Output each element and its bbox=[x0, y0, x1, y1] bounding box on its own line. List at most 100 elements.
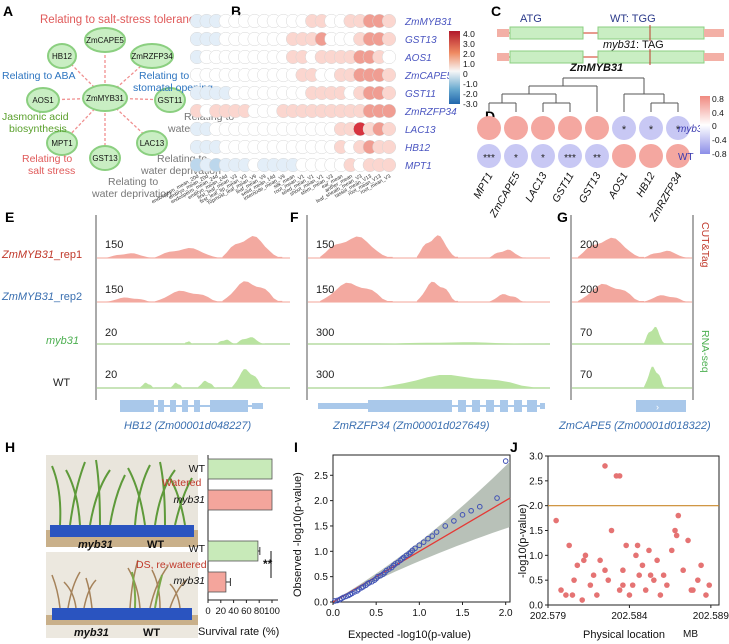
manhattan-point bbox=[660, 572, 667, 578]
node-label-gst11: GST11 bbox=[158, 96, 183, 105]
panel-label-c: C bbox=[491, 3, 501, 19]
manhattan-point bbox=[651, 577, 657, 583]
coverage-peak bbox=[320, 282, 393, 302]
heatmap-b-gene-label: LAC13 bbox=[405, 125, 436, 136]
tissue-labels: endosperm_mean_20dembryo_mean_20dendospe… bbox=[151, 173, 392, 206]
manhattan-point bbox=[680, 567, 686, 574]
manhattan-point bbox=[569, 592, 576, 598]
manhattan-point bbox=[605, 577, 612, 583]
node-label-mpt1: MPT1 bbox=[51, 139, 73, 148]
node-label-zmrzfp34: ZmRZFP34 bbox=[131, 52, 173, 61]
svg-text:-3.0: -3.0 bbox=[463, 99, 478, 109]
sig-mark: ** bbox=[593, 153, 601, 164]
row-label-wt: WT bbox=[678, 152, 694, 163]
survival-bar bbox=[207, 458, 273, 480]
survival-bar bbox=[207, 540, 259, 562]
manhattan-point bbox=[581, 557, 587, 564]
heatmap-b-cell bbox=[381, 157, 397, 173]
panel-label-g: G bbox=[557, 209, 568, 225]
y-tick-label: 1.5 bbox=[314, 521, 328, 532]
manhattan-point bbox=[688, 587, 695, 593]
manhattan-point bbox=[571, 577, 577, 583]
heatmap-b-gene-label: AOS1 bbox=[404, 53, 432, 64]
heatmap-b-gene-label: MPT1 bbox=[405, 161, 432, 172]
heatmap-b-gene-label: HB12 bbox=[405, 143, 430, 154]
svg-text:WT: WT bbox=[189, 463, 206, 475]
manhattan-point bbox=[594, 592, 600, 598]
heatmap-b-cell bbox=[381, 103, 397, 119]
coverage-peak bbox=[320, 236, 393, 258]
manhattan-point bbox=[639, 562, 646, 569]
panel-i: I 0.0 0.5 1.0 1.5 2.0 0.0 0.5 1.0 1.5 2.0 2.5 Obse… bbox=[292, 439, 513, 641]
sig-mark: * bbox=[676, 124, 681, 136]
heatmap-d-cell bbox=[639, 144, 663, 168]
heatmap-d-cell bbox=[477, 144, 501, 168]
gene-models bbox=[120, 400, 686, 412]
manhattan-point bbox=[668, 547, 675, 554]
manhattan-point bbox=[664, 582, 670, 588]
svg-text:myb31: myb31 bbox=[173, 575, 205, 587]
svg-text:4.0: 4.0 bbox=[463, 29, 475, 39]
track-scale: 300 bbox=[316, 369, 334, 381]
coverage-peak bbox=[197, 380, 217, 388]
sig-mark: * bbox=[649, 124, 654, 136]
manhattan-point bbox=[590, 572, 597, 578]
svg-text:myb31: myb31 bbox=[46, 335, 79, 347]
svg-text:0: 0 bbox=[712, 121, 717, 131]
heatmap-b-cell bbox=[381, 13, 397, 29]
manhattan-point bbox=[602, 567, 608, 574]
heatmap-d-cell bbox=[612, 144, 636, 168]
label-salt-tolerance: Relating to salt-stress tolerance bbox=[40, 14, 201, 26]
qq-point bbox=[468, 507, 474, 514]
node-label-gst13: GST13 bbox=[92, 154, 118, 163]
y-tick-label: 1.0 bbox=[314, 547, 328, 558]
y-tick-label: 1.0 bbox=[529, 551, 543, 562]
svg-text:-0.4: -0.4 bbox=[712, 135, 727, 145]
qq-point bbox=[334, 597, 341, 604]
y-tick-label: 0.0 bbox=[314, 598, 328, 609]
manhattan-point bbox=[574, 562, 581, 569]
qq-point bbox=[416, 542, 423, 549]
panel-a: A Relating to salt-stress tolerance ZmMY… bbox=[2, 3, 248, 200]
coverage-peak bbox=[216, 339, 236, 344]
heatmap-d-cell bbox=[612, 116, 636, 140]
heatmap-d-gene-label: GST11 bbox=[550, 171, 577, 205]
qq-point bbox=[494, 495, 500, 501]
heatmap-b: ZmMYB31 GST13 AOS1 ZmCAPE5 GST11 ZmRZFP34 LAC1… bbox=[189, 13, 457, 173]
qq-point bbox=[331, 598, 338, 604]
x-tick-label: 1.5 bbox=[456, 608, 470, 619]
confidence-band bbox=[333, 461, 510, 602]
heatmap-b-cell bbox=[381, 121, 397, 137]
y-tick-label: 2.0 bbox=[529, 501, 543, 512]
panel-c: C ATG WT: TGG myb31: TAG ZmMYB31 bbox=[491, 3, 724, 74]
wt-codon: WT: TGG bbox=[610, 13, 656, 25]
qq-point bbox=[343, 593, 349, 600]
svg-text:myb31: myb31 bbox=[173, 494, 205, 506]
heatmap-d-gene-label: LAC13 bbox=[523, 170, 550, 204]
manhattan-point bbox=[695, 577, 701, 583]
node-label-zmcape5: ZmCAPE5 bbox=[86, 36, 124, 45]
svg-text:ZmMYB31_rep2: ZmMYB31_rep2 bbox=[1, 291, 82, 303]
x-tick-label: 100 bbox=[264, 606, 280, 617]
manhattan-point bbox=[636, 572, 642, 578]
manhattan-point bbox=[587, 582, 594, 588]
colorbar-b bbox=[449, 31, 460, 104]
x-tick-label: 2.0 bbox=[499, 608, 513, 619]
x-tick-label: 80 bbox=[254, 606, 265, 617]
manhattan-point bbox=[626, 592, 633, 598]
heatmap-b-cell bbox=[381, 139, 397, 155]
label-water-3b: water deprivation bbox=[91, 188, 172, 200]
coverage-peak bbox=[416, 235, 459, 258]
panel-label-a: A bbox=[3, 3, 13, 19]
panel-label-e: E bbox=[5, 209, 14, 225]
gene-structure-label: ZmMYB31 bbox=[569, 62, 623, 74]
manhattan-point bbox=[563, 592, 569, 598]
group-watered: Watered bbox=[162, 477, 201, 489]
heatmap-d-cell bbox=[504, 144, 528, 168]
heatmap-d-cell bbox=[504, 116, 528, 140]
track-scale: 300 bbox=[316, 327, 334, 339]
heatmap-b-gene-label: ZmMYB31 bbox=[404, 17, 452, 28]
heatmap-d-cell bbox=[639, 116, 663, 140]
manhattan-point bbox=[579, 597, 585, 603]
